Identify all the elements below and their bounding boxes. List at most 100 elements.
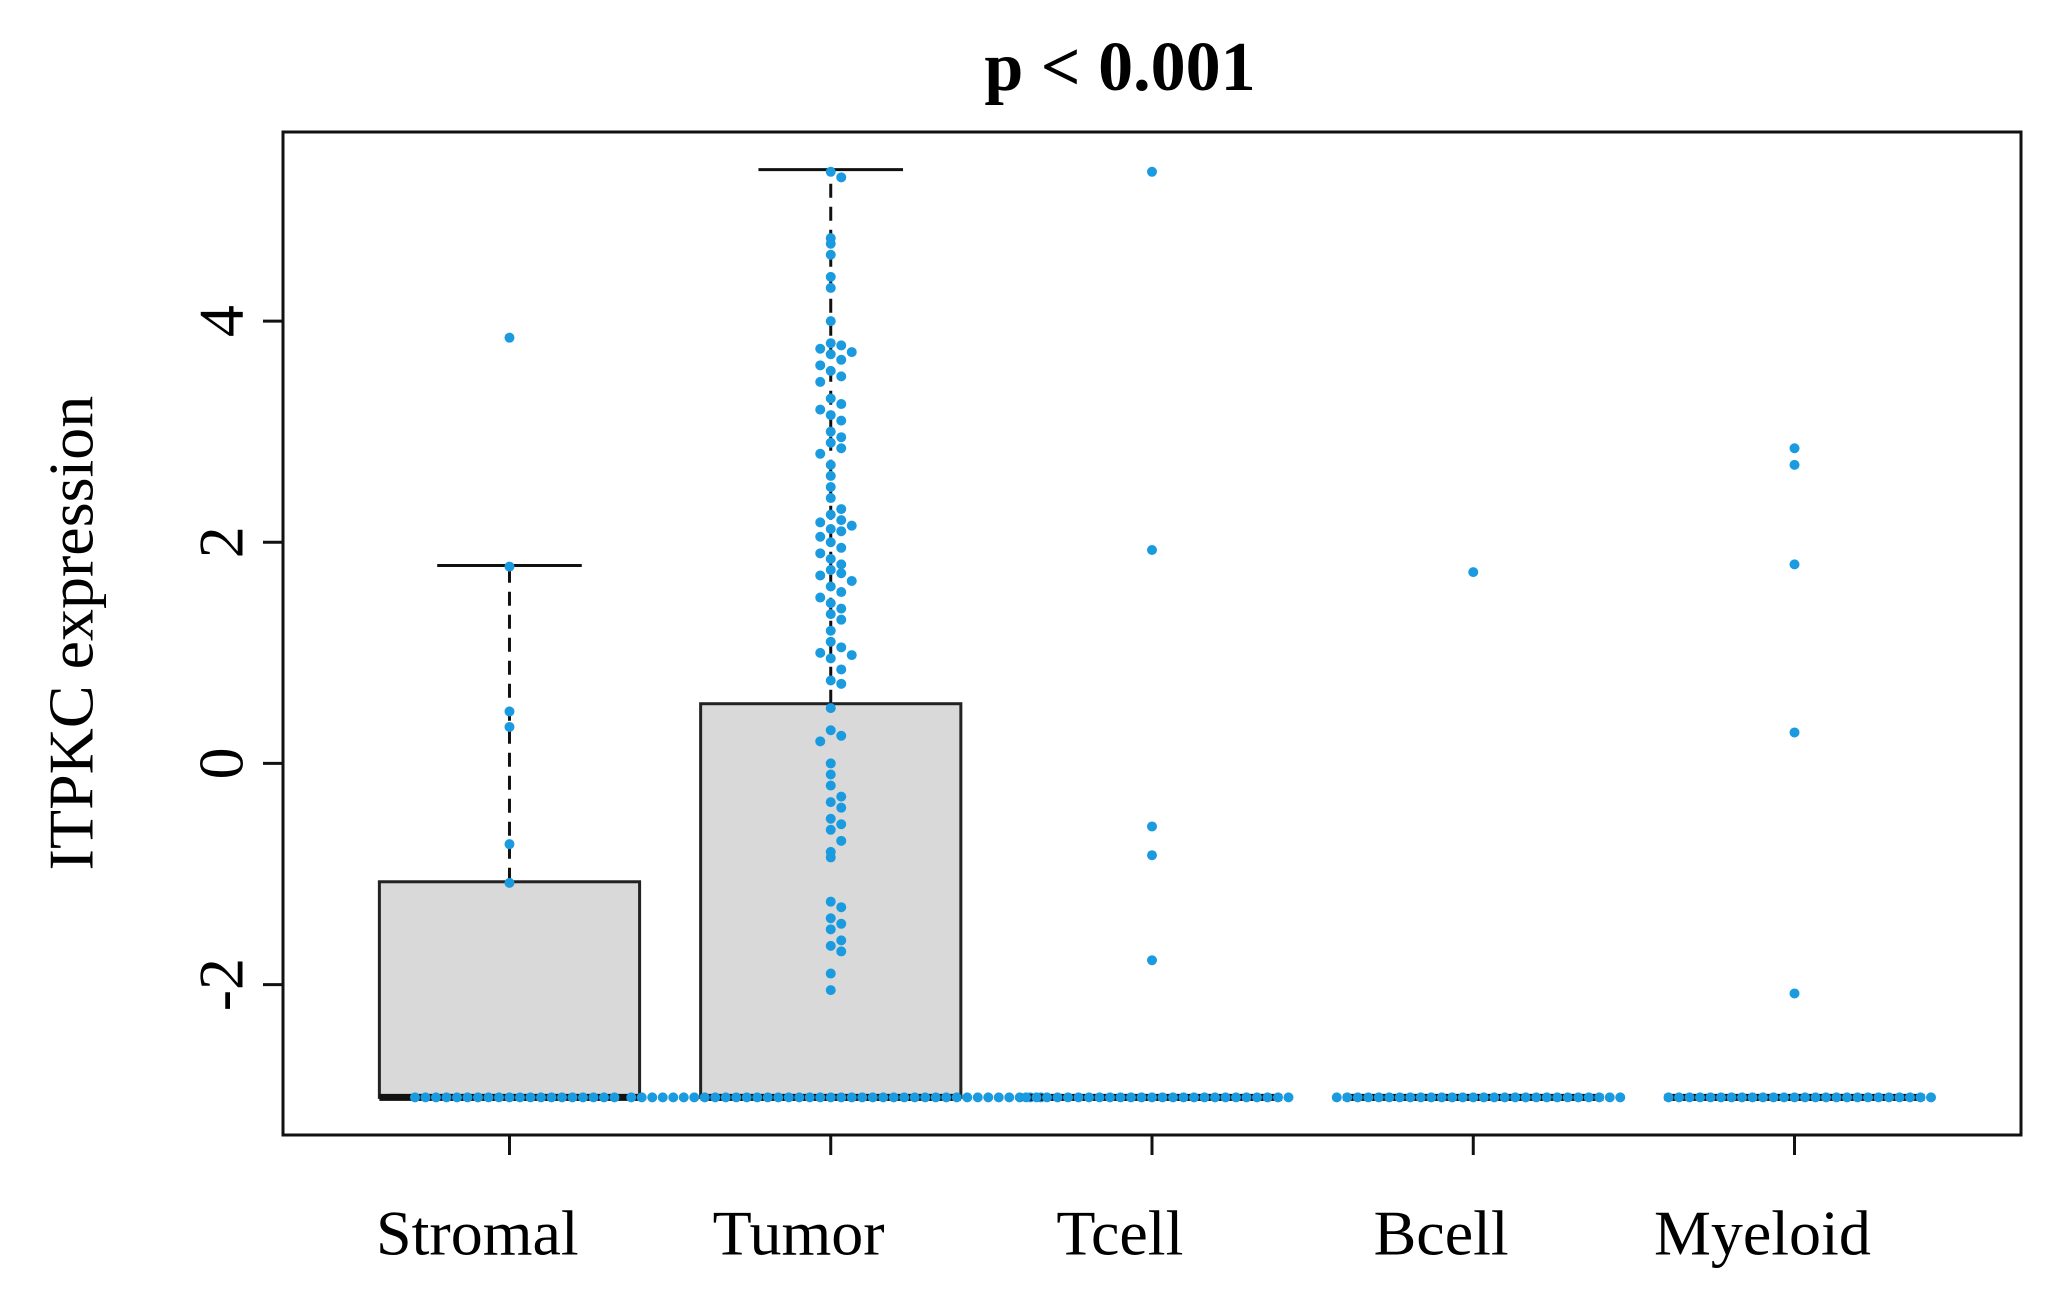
data-point [825, 393, 836, 404]
data-point [783, 1092, 794, 1103]
data-point [1915, 1092, 1926, 1103]
data-point [825, 238, 836, 249]
data-point [1231, 1092, 1241, 1103]
data-point [825, 1092, 836, 1103]
data-point [825, 509, 836, 520]
data-point [689, 1092, 700, 1103]
data-point [1252, 1092, 1262, 1103]
data-point [825, 537, 836, 548]
data-point [836, 542, 847, 553]
data-point [899, 1092, 910, 1103]
data-point [1415, 1092, 1426, 1103]
data-point [941, 1092, 952, 1103]
data-point [825, 653, 836, 664]
data-point [483, 1092, 494, 1103]
data-point [1468, 1092, 1479, 1103]
data-point [1210, 1092, 1220, 1103]
data-point [504, 1092, 515, 1103]
data-point [462, 1092, 473, 1103]
data-point [1842, 1092, 1853, 1103]
data-point [825, 426, 836, 437]
data-point [836, 354, 847, 365]
data-point [472, 1092, 483, 1103]
box [377, 880, 642, 1099]
x-tick-label: Tumor [713, 1198, 885, 1269]
data-point [1073, 1092, 1084, 1103]
data-point [909, 1092, 920, 1103]
data-point [825, 553, 836, 564]
data-point [825, 985, 836, 996]
data-point [1594, 1092, 1605, 1103]
y-tick-label: -2 [186, 958, 257, 1011]
data-point [825, 282, 836, 293]
data-point [836, 902, 847, 913]
data-point [1604, 1092, 1615, 1103]
y-axis-label: ITPKC expression [36, 396, 107, 871]
data-point [1726, 1092, 1737, 1103]
data-point [1004, 1092, 1015, 1103]
data-point [836, 415, 847, 426]
data-point [920, 1092, 931, 1103]
data-point [1147, 955, 1157, 966]
data-point [556, 1092, 567, 1103]
data-point [1436, 1092, 1447, 1103]
data-point [1084, 1092, 1094, 1103]
data-point [1478, 1092, 1489, 1103]
data-point [1737, 1092, 1748, 1103]
data-point [815, 548, 826, 559]
data-point [1716, 1092, 1727, 1103]
data-point [647, 1092, 658, 1103]
data-point [1789, 727, 1800, 738]
data-point [836, 791, 847, 802]
data-point [825, 564, 836, 575]
data-point [525, 1092, 536, 1103]
data-point [825, 913, 836, 924]
data-point [825, 896, 836, 907]
data-point [1873, 1092, 1884, 1103]
data-point [535, 1092, 546, 1103]
data-point [1562, 1092, 1573, 1103]
data-point [1384, 1092, 1395, 1103]
data-point [1126, 1092, 1136, 1103]
data-point [825, 470, 836, 481]
data-point [825, 609, 836, 620]
data-point [878, 1092, 889, 1103]
data-point [962, 1092, 973, 1103]
data-point [836, 371, 847, 382]
data-point [773, 1092, 784, 1103]
data-point [825, 636, 836, 647]
data-point [1199, 1092, 1210, 1103]
data-point [825, 852, 836, 863]
data-point [825, 481, 836, 492]
data-point [504, 839, 515, 850]
data-point [836, 432, 847, 443]
data-point [836, 603, 847, 614]
data-point [1031, 1092, 1042, 1103]
data-point [1789, 459, 1800, 470]
x-tick-label: Stromal [376, 1198, 579, 1269]
data-point [825, 824, 836, 835]
data-point [598, 1092, 609, 1103]
data-point [836, 568, 847, 579]
data-point [1063, 1092, 1073, 1103]
data-point [731, 1092, 742, 1103]
data-point [825, 166, 836, 177]
data-point [825, 349, 836, 360]
data-point [1531, 1092, 1542, 1103]
data-point [825, 410, 836, 421]
data-point [1705, 1092, 1716, 1103]
data-point [825, 523, 836, 534]
data-point [1331, 1092, 1342, 1103]
data-point [1394, 1092, 1405, 1103]
data-point [1105, 1092, 1115, 1103]
data-point [836, 515, 847, 526]
data-point [825, 924, 836, 935]
data-point [846, 650, 857, 661]
data-point [504, 561, 515, 572]
data-point [815, 592, 826, 603]
data-point [1447, 1092, 1458, 1103]
data-point [1405, 1092, 1416, 1103]
data-point [1094, 1092, 1105, 1103]
data-point [1147, 545, 1157, 556]
